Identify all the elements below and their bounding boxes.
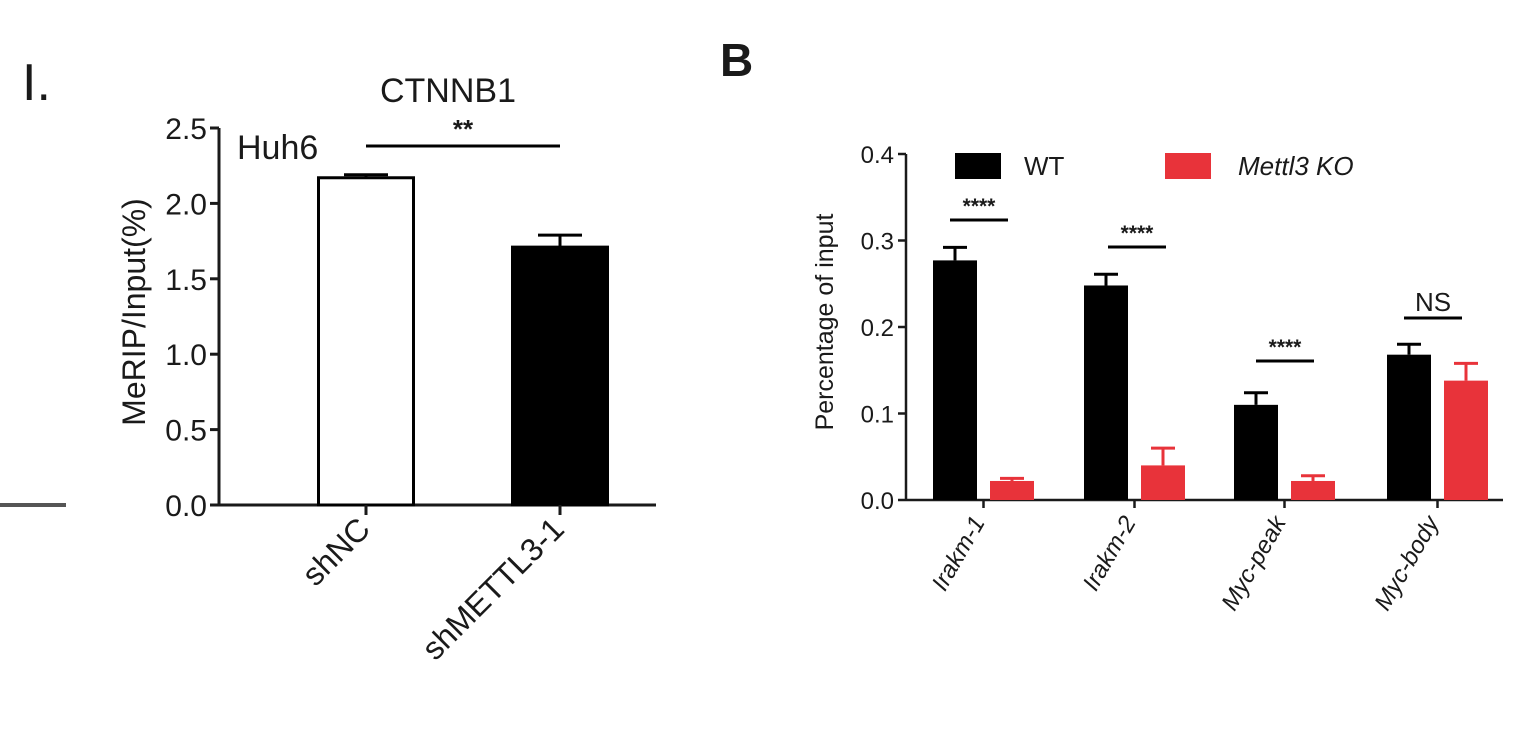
bar-wt-irakm-1 (933, 260, 977, 500)
legend-label-mettl3-ko: Mettl3 KO (1238, 151, 1354, 181)
significance-label-right: **** (963, 195, 997, 218)
y-tick-label-left: 0.0 (165, 490, 207, 523)
x-tick-label-right: Irakm-2 (1078, 512, 1142, 596)
bar-wt-irakm-2 (1084, 285, 1128, 500)
x-tick-label-left: shNC (295, 510, 377, 592)
y-tick-label-right: 0.0 (861, 488, 894, 515)
bar-left-shmettl3-1 (511, 245, 609, 507)
y-tick-label-left: 1.5 (165, 264, 207, 297)
legend-swatch-mettl3-ko (1165, 153, 1211, 179)
x-tick-label-right: Myc-peak (1216, 510, 1292, 615)
legend-label-wt: WT (1024, 151, 1065, 181)
y-tick-label-left: 2.0 (165, 188, 207, 221)
right-chart: 0.0 0.1 0.2 0.3 0.4 WT Mettl3 KO Irakm-1 **** Ira… (861, 142, 1503, 615)
panel-letter-right: B (720, 34, 753, 86)
bar-wt-myc-body (1387, 354, 1431, 500)
y-tick-label-right: 0.4 (861, 142, 894, 169)
bar-wt-myc-peak (1234, 404, 1278, 500)
significance-label-right: **** (1269, 336, 1303, 359)
bar-left-shnc (317, 176, 415, 507)
panel-letter-left: I. (22, 54, 51, 112)
significance-label-right: **** (1121, 222, 1155, 245)
legend-swatch-wt (955, 153, 1001, 179)
y-axis-label-left: MeRIP/Input(%) (116, 198, 152, 426)
y-tick-label-left: 0.5 (165, 415, 207, 448)
y-tick-label-right: 0.3 (861, 229, 894, 256)
cell-line-label: Huh6 (237, 129, 318, 167)
bar-mettl3-ko-myc-peak (1291, 480, 1335, 500)
bar-mettl3-ko-irakm-1 (990, 480, 1034, 500)
y-axis-label-right: Percentage of input (811, 214, 839, 431)
x-tick-label-right: Irakm-1 (927, 512, 991, 596)
x-tick-label-left: shMETTL3-1 (415, 510, 571, 666)
y-tick-label-left: 1.0 (165, 339, 207, 372)
x-tick-label-right: Myc-body (1369, 510, 1445, 615)
significance-label-right: NS (1415, 287, 1451, 317)
bar-mettl3-ko-myc-body (1444, 380, 1488, 500)
left-chart: 0.0 0.5 1.0 1.5 2.0 2.5 shNC shMETTL3-1 ** (165, 113, 656, 667)
y-tick-label-right: 0.2 (861, 315, 894, 342)
significance-label-left: ** (453, 114, 474, 144)
bar-mettl3-ko-irakm-2 (1141, 465, 1185, 500)
y-tick-label-left: 2.5 (165, 113, 207, 146)
y-tick-label-right: 0.1 (861, 402, 894, 429)
chart-title-left: CTNNB1 (380, 72, 516, 110)
